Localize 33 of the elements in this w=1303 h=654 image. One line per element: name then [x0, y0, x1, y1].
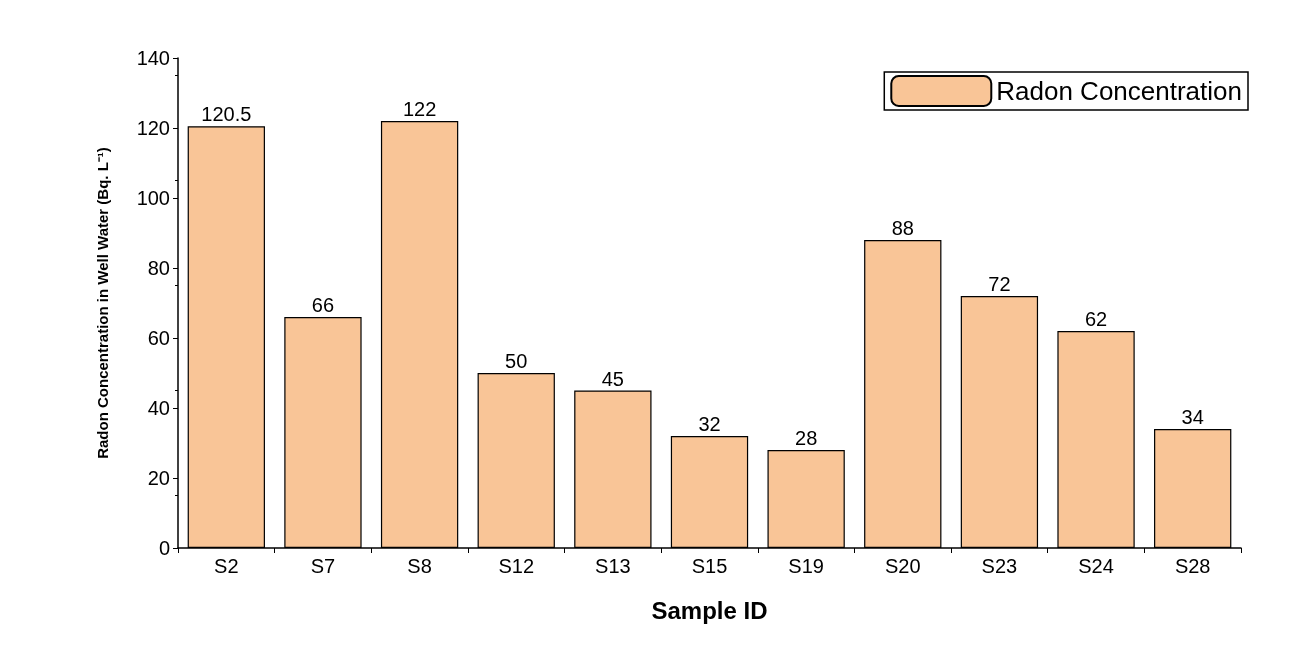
- y-tick-label: 60: [147, 327, 170, 349]
- data-label: 120.5: [201, 103, 252, 126]
- y-tick-label: 140: [136, 47, 170, 69]
- x-tick-label: S13: [595, 555, 631, 577]
- data-label: 32: [698, 413, 721, 435]
- data-label: 88: [891, 217, 914, 239]
- x-tick-label: S20: [884, 555, 921, 577]
- y-tick-label: 80: [147, 257, 170, 279]
- x-axis-title: Sample ID: [651, 596, 768, 624]
- data-label: 72: [988, 273, 1011, 295]
- data-label: 122: [402, 98, 437, 120]
- x-tick-label: S19: [788, 555, 824, 577]
- x-tick-label: S12: [498, 555, 535, 577]
- x-tick-label: S2: [214, 555, 239, 577]
- y-tick-label: 0: [158, 537, 170, 559]
- y-tick-label: 120: [136, 117, 170, 139]
- legend-label: Radon Concentration: [996, 76, 1242, 106]
- data-label: 45: [601, 367, 624, 390]
- data-label: 66: [311, 294, 335, 316]
- y-tick-label: 100: [136, 187, 170, 209]
- x-tick-label: S28: [1174, 555, 1211, 577]
- y-tick-label: 40: [147, 397, 170, 419]
- x-tick-label: S24: [1078, 555, 1114, 577]
- x-tick-label: S23: [981, 555, 1018, 577]
- data-label: 50: [505, 350, 528, 372]
- x-tick-label: S8: [407, 555, 432, 577]
- data-label: 62: [1084, 308, 1108, 330]
- y-tick-label: 20: [147, 467, 170, 489]
- data-label: 34: [1181, 406, 1204, 428]
- x-tick-label: S15: [691, 555, 728, 577]
- data-label: 28: [795, 427, 818, 449]
- y-axis-title: Radon Concentration in Well Water (Bq. L⁻¹): [94, 147, 111, 459]
- x-tick-label: S7: [310, 555, 336, 577]
